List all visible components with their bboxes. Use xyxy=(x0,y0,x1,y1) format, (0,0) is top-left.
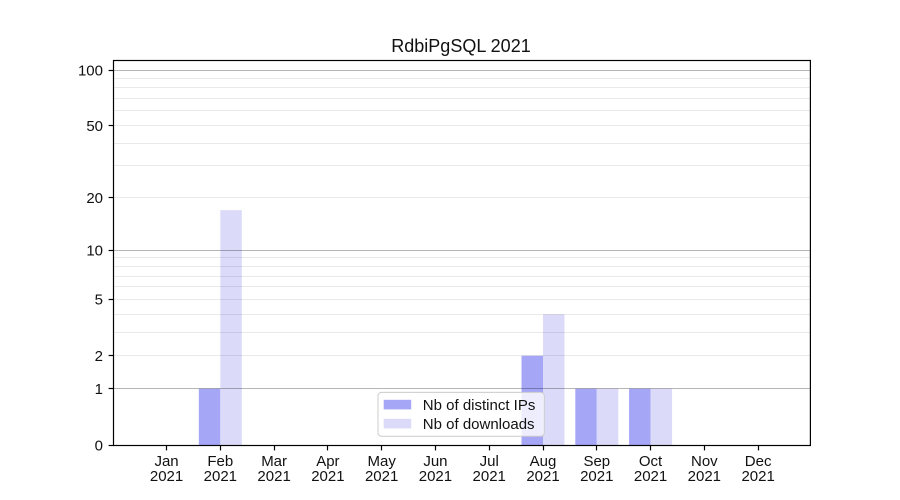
svg-text:100: 100 xyxy=(78,62,103,79)
svg-text:5: 5 xyxy=(95,292,103,309)
svg-text:2021: 2021 xyxy=(257,468,290,485)
svg-text:2021: 2021 xyxy=(311,468,344,485)
svg-text:Aug: Aug xyxy=(530,453,557,470)
svg-text:2021: 2021 xyxy=(204,468,237,485)
svg-text:2021: 2021 xyxy=(150,468,183,485)
svg-text:2021: 2021 xyxy=(473,468,506,485)
svg-text:RdbiPgSQL 2021: RdbiPgSQL 2021 xyxy=(391,36,530,56)
svg-text:Jan: Jan xyxy=(154,453,178,470)
svg-text:2021: 2021 xyxy=(580,468,613,485)
svg-text:2021: 2021 xyxy=(688,468,721,485)
svg-text:Feb: Feb xyxy=(207,453,233,470)
svg-text:2021: 2021 xyxy=(365,468,398,485)
svg-text:20: 20 xyxy=(86,190,103,207)
svg-text:Nb of downloads: Nb of downloads xyxy=(423,416,535,433)
svg-text:2021: 2021 xyxy=(526,468,559,485)
svg-text:1: 1 xyxy=(95,381,103,398)
svg-text:0: 0 xyxy=(95,437,103,454)
svg-text:2021: 2021 xyxy=(634,468,667,485)
svg-text:2: 2 xyxy=(95,348,103,365)
svg-text:May: May xyxy=(367,453,396,470)
svg-text:Sep: Sep xyxy=(583,453,610,470)
svg-text:2021: 2021 xyxy=(419,468,452,485)
svg-text:50: 50 xyxy=(86,118,103,135)
svg-text:Mar: Mar xyxy=(261,453,287,470)
svg-text:Nb of distinct IPs: Nb of distinct IPs xyxy=(423,397,536,414)
svg-text:2021: 2021 xyxy=(741,468,774,485)
svg-text:Dec: Dec xyxy=(745,453,772,470)
svg-text:Oct: Oct xyxy=(639,453,663,470)
svg-text:10: 10 xyxy=(86,243,103,260)
svg-text:Nov: Nov xyxy=(691,453,718,470)
svg-text:Apr: Apr xyxy=(316,453,339,470)
svg-text:Jul: Jul xyxy=(480,453,499,470)
svg-text:Jun: Jun xyxy=(423,453,447,470)
